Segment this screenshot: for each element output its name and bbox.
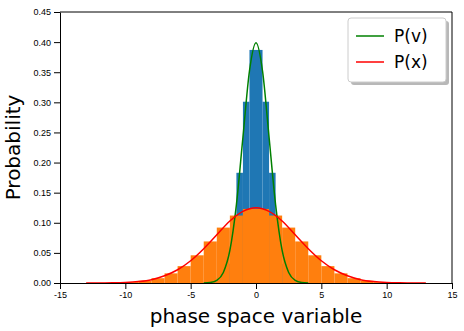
y-tick-mark <box>54 132 60 133</box>
y-tick-label: 0.15 <box>33 188 51 198</box>
x-tick-label: -15 <box>54 290 67 300</box>
y-tick-label: 0.05 <box>33 248 51 258</box>
frame <box>60 12 452 13</box>
y-axis: 0.00 0.05 0.10 0.15 0.20 0.25 0.30 0.35 0.40 0.45 <box>33 7 60 288</box>
y-tick-label: 0.10 <box>33 218 51 228</box>
x-tick: -15 <box>54 283 67 300</box>
y-tick: 0.20 <box>33 158 60 168</box>
y-tick: 0.35 <box>33 68 60 78</box>
x-tick: -10 <box>119 283 132 300</box>
x-tick-mark <box>256 283 257 289</box>
legend-swatch <box>356 35 384 37</box>
x-tick-label: 15 <box>447 290 457 300</box>
plot-area: -15-10-50510150.000.050.100.150.200.250.… <box>33 7 457 300</box>
legend-swatch <box>356 61 384 63</box>
line <box>86 208 426 283</box>
y-tick-label: 0.20 <box>33 158 51 168</box>
y-tick-mark <box>54 163 60 164</box>
histogram-bar <box>243 209 256 283</box>
x-tick: 10 <box>382 283 392 300</box>
y-axis-line <box>60 13 61 284</box>
histogram <box>86 209 426 283</box>
legend-label: P(v) <box>394 26 428 46</box>
y-tick: 0.05 <box>33 248 60 258</box>
y-tick-label: 0.40 <box>33 37 51 47</box>
histogram-bar <box>217 228 230 283</box>
y-tick-mark <box>54 283 60 284</box>
y-tick-mark <box>54 102 60 103</box>
line <box>204 43 309 283</box>
y-tick: 0.00 <box>33 278 60 288</box>
y-tick-label: 0.30 <box>33 98 51 108</box>
x-tick-label: 0 <box>254 290 259 300</box>
legend-box <box>348 18 446 82</box>
y-tick: 0.15 <box>33 188 60 198</box>
y-tick-label: 0.35 <box>33 68 51 78</box>
x-axis-title: phase space variable <box>150 304 362 328</box>
x-tick-label: 10 <box>382 290 392 300</box>
x-tick-label: 5 <box>319 290 324 300</box>
frame <box>452 12 453 283</box>
y-tick: 0.30 <box>33 98 60 108</box>
legend-label: P(x) <box>394 52 428 72</box>
histogram <box>204 50 309 283</box>
y-tick-mark <box>54 12 60 13</box>
y-tick-label: 0.25 <box>33 128 51 138</box>
histogram-bar <box>256 209 269 283</box>
y-tick: 0.40 <box>33 37 60 47</box>
x-axis: -15 -10 -5 0 5 10 15 <box>54 283 458 300</box>
y-tick: 0.10 <box>33 218 60 228</box>
x-tick-mark <box>452 283 453 289</box>
x-tick: -5 <box>187 283 195 300</box>
chart: -15-10-50510150.000.050.100.150.200.250.… <box>0 0 464 331</box>
y-tick-mark <box>54 42 60 43</box>
y-tick: 0.45 <box>33 7 60 17</box>
y-tick-mark <box>54 253 60 254</box>
x-tick: 0 <box>254 283 259 300</box>
x-tick-mark <box>387 283 388 289</box>
y-tick-mark <box>54 72 60 73</box>
y-axis-title: Probability <box>1 94 25 200</box>
y-tick-label: 0.45 <box>33 7 51 17</box>
x-tick-mark <box>191 283 192 289</box>
y-tick-mark <box>54 223 60 224</box>
x-tick-mark <box>125 283 126 289</box>
x-tick-label: -10 <box>119 290 132 300</box>
legend: P(v) P(x) <box>348 18 449 85</box>
x-tick-label: -5 <box>187 290 195 300</box>
histogram-bar <box>269 216 282 283</box>
y-tick-mark <box>54 193 60 194</box>
histogram-bar <box>230 216 243 283</box>
histogram-bar <box>282 228 295 283</box>
x-tick-mark <box>321 283 322 289</box>
y-tick: 0.25 <box>33 128 60 138</box>
y-tick-label: 0.00 <box>33 278 51 288</box>
x-tick-mark <box>60 283 61 289</box>
x-tick: 5 <box>319 283 324 300</box>
x-tick: 15 <box>447 283 457 300</box>
